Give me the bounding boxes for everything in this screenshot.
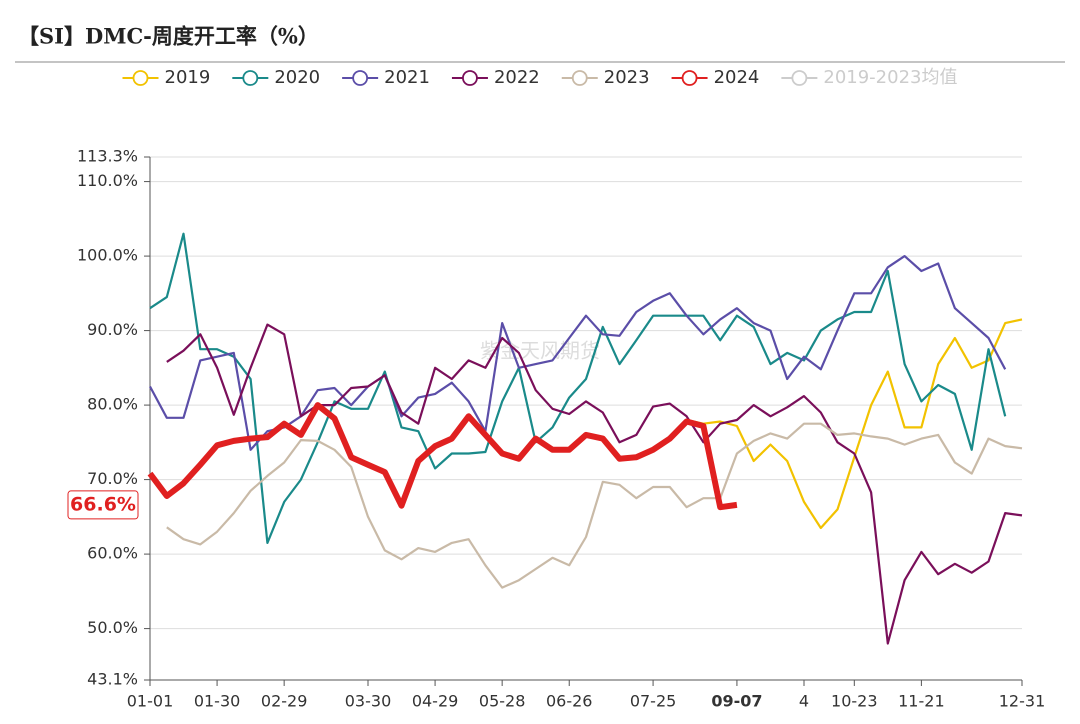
legend-label: 2023 xyxy=(604,67,650,88)
x-tick-label: 11-21 xyxy=(898,692,945,711)
y-tick-label: 70.0% xyxy=(87,469,138,488)
x-tick-label: 4 xyxy=(799,692,809,711)
x-tick-label: 10-23 xyxy=(831,692,878,711)
x-tick-label: 05-28 xyxy=(479,692,526,711)
legend-marker xyxy=(681,70,698,86)
legend-marker xyxy=(791,70,808,86)
chart-title: 【SI】DMC-周度开工率（%） xyxy=(18,24,319,49)
legend-label: 2024 xyxy=(714,67,760,88)
legend-marker xyxy=(571,70,588,86)
series-line xyxy=(149,255,1007,451)
legend-label: 2021 xyxy=(384,67,430,88)
y-tick-label: 50.0% xyxy=(87,618,138,637)
series-line xyxy=(166,323,1023,645)
legend-marker xyxy=(352,70,369,86)
y-tick-label: 90.0% xyxy=(87,320,138,339)
legend-label: 2019-2023均值 xyxy=(823,67,957,88)
legend-marker xyxy=(242,70,259,86)
legend-marker xyxy=(132,70,149,86)
pointer-label-box xyxy=(67,490,139,520)
y-tick-label: 60.0% xyxy=(87,544,138,563)
x-tick-label: 09-07 xyxy=(711,692,762,711)
y-tick-label: 43.1% xyxy=(87,670,138,689)
x-tick-label: 02-29 xyxy=(261,692,308,711)
x-tick-label: 01-30 xyxy=(194,692,241,711)
legend-marker xyxy=(462,70,478,86)
legend-label: 2019 xyxy=(165,67,211,88)
y-tick-label: 113.3% xyxy=(77,147,138,166)
series-line xyxy=(147,402,738,511)
x-tick-label: 06-26 xyxy=(546,692,593,711)
x-tick-label: 07-25 xyxy=(630,692,677,711)
series-line xyxy=(166,422,1023,589)
x-tick-label: 03-30 xyxy=(345,692,392,711)
x-tick-label: 12-31 xyxy=(999,692,1046,711)
series-line xyxy=(686,318,1023,530)
y-tick-label: 80.0% xyxy=(87,395,138,414)
y-tick-label: 100.0% xyxy=(77,246,138,265)
pointer-label: 66.6% xyxy=(70,493,136,515)
legend-label: 2022 xyxy=(494,67,540,88)
legend: 2019 2020 2021 2022 2023 2024 2019-2023均值 xyxy=(122,67,958,88)
x-tick-label: 01-01 xyxy=(127,692,174,711)
series-line xyxy=(149,232,1007,544)
x-tick-label: 04-29 xyxy=(412,692,459,711)
legend-label: 2020 xyxy=(274,67,320,88)
y-tick-label: 110.0% xyxy=(77,171,138,190)
